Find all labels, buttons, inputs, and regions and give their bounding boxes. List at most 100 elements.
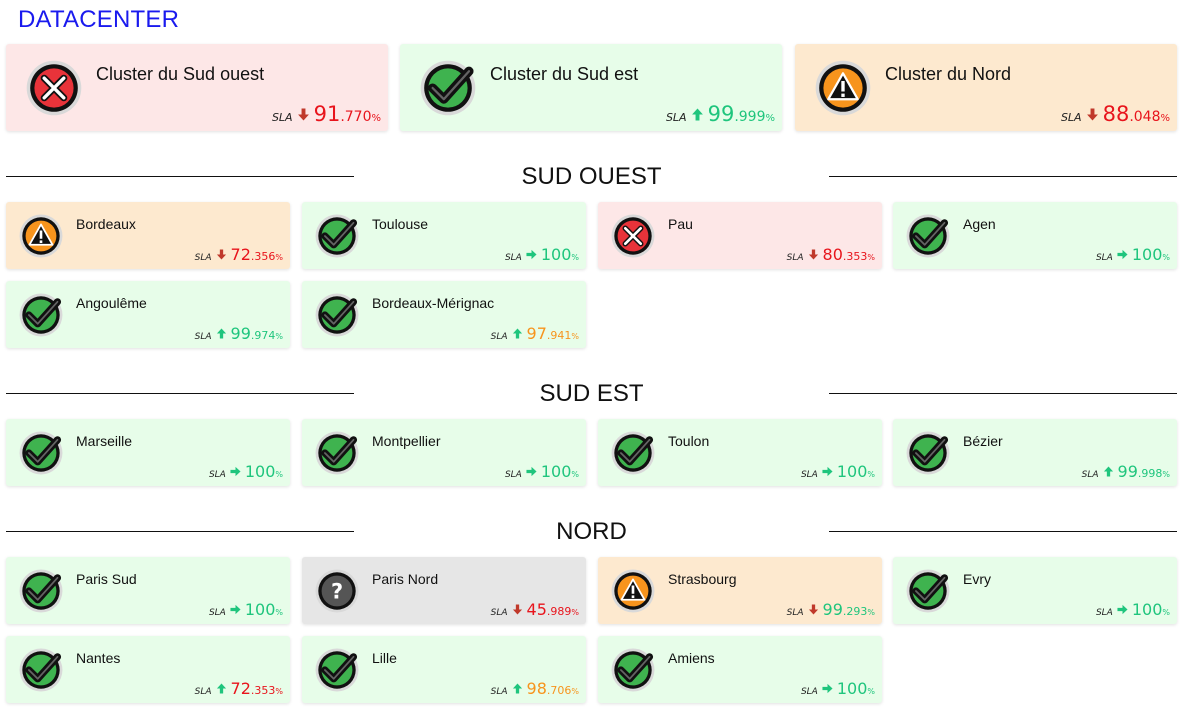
sla-unit: % [275, 608, 283, 617]
sla-unit: % [765, 113, 775, 124]
arrow-down-icon [297, 106, 310, 125]
arrow-down-icon [808, 245, 819, 264]
sla-decimals: .941 [546, 329, 572, 342]
sla-readout: SLA 99.293% [787, 600, 875, 619]
sla-label: SLA [504, 253, 522, 263]
sla-readout: SLA 72.353% [195, 679, 283, 698]
page-title: DATACENTER [18, 6, 180, 33]
sla-readout: SLA 99.974% [195, 324, 283, 343]
sla-value: 99 [1117, 462, 1138, 481]
sla-value: 91 [313, 102, 341, 126]
sla-unit: % [371, 113, 381, 124]
site-name: Evry [963, 571, 991, 587]
arrow-up-icon [512, 324, 523, 343]
sla-readout: SLA 99.998% [1082, 462, 1170, 481]
error-x-icon [611, 214, 655, 258]
site-card[interactable]: Nantes SLA 72.353% [6, 636, 290, 703]
sla-unit: % [275, 332, 283, 341]
arrow-down-icon [216, 245, 227, 264]
site-name: Bézier [963, 433, 1003, 449]
check-icon [19, 293, 63, 337]
site-name: Cluster du Sud est [490, 64, 639, 84]
sla-value: 98 [526, 679, 547, 698]
arrow-down-icon [512, 600, 523, 619]
check-icon [420, 60, 476, 116]
site-card[interactable]: Lille SLA 98.706% [302, 636, 586, 703]
sla-label: SLA [208, 608, 226, 618]
section-divider-right [829, 531, 1177, 532]
sla-unit: % [275, 470, 283, 479]
arrow-up-icon [691, 106, 704, 125]
sla-unit: % [275, 687, 283, 696]
sla-label: SLA [194, 332, 212, 342]
section-title: SUD EST [539, 380, 644, 407]
site-name: Toulon [668, 433, 710, 449]
site-card[interactable]: Angoulême SLA 99.974% [6, 281, 290, 348]
sla-value: 100 [244, 600, 276, 619]
arrow-right-icon [526, 245, 537, 264]
cluster-card[interactable]: Cluster du Nord SLA 88.048% [795, 44, 1177, 131]
arrow-right-icon [526, 462, 537, 481]
sla-readout: SLA 99.999% [666, 102, 775, 126]
site-name: Bordeaux-Mérignac [372, 295, 495, 311]
sla-readout: SLA 100% [209, 462, 283, 481]
sla-unit: % [1160, 113, 1170, 124]
site-name: Angoulême [76, 295, 147, 311]
site-name: Amiens [668, 650, 715, 666]
site-card[interactable]: Bordeaux-Mérignac SLA 97.941% [302, 281, 586, 348]
sla-label: SLA [490, 608, 508, 618]
site-name: Cluster du Sud ouest [96, 64, 265, 84]
sla-decimals: .770 [340, 109, 372, 125]
site-card[interactable]: Toulouse SLA 100% [302, 202, 586, 269]
sla-unit: % [571, 470, 579, 479]
site-card[interactable]: Amiens SLA 100% [598, 636, 882, 703]
sla-decimals: .356 [250, 250, 276, 263]
check-icon [19, 431, 63, 475]
sla-value: 80 [822, 245, 843, 264]
site-card[interactable]: Evry SLA 100% [893, 557, 1177, 624]
site-card[interactable]: Pau SLA 80.353% [598, 202, 882, 269]
section-title: NORD [556, 518, 627, 545]
sla-label: SLA [490, 332, 508, 342]
sla-label: SLA [1081, 470, 1099, 480]
sla-value: 100 [244, 462, 276, 481]
site-name: Cluster du Nord [885, 64, 1012, 84]
cluster-card[interactable]: Cluster du Sud est SLA 99.999% [400, 44, 782, 131]
sla-readout: SLA 100% [801, 679, 875, 698]
sla-unit: % [867, 253, 875, 262]
arrow-right-icon [822, 462, 833, 481]
site-card[interactable]: ? Paris Nord SLA 45.989% [302, 557, 586, 624]
error-x-icon [26, 60, 82, 116]
sla-value: 99 [707, 102, 735, 126]
sla-readout: SLA 88.048% [1061, 102, 1170, 126]
site-name: Toulouse [372, 216, 429, 232]
sla-value: 100 [540, 462, 572, 481]
sla-label: SLA [786, 253, 804, 263]
site-card[interactable]: Montpellier SLA 100% [302, 419, 586, 486]
section-divider-left [6, 531, 354, 532]
check-icon [315, 648, 359, 692]
section-divider-left [6, 393, 354, 394]
sla-decimals: .974 [250, 329, 276, 342]
cluster-card[interactable]: Cluster du Sud ouest SLA 91.770% [6, 44, 388, 131]
site-card[interactable]: Toulon SLA 100% [598, 419, 882, 486]
sla-label: SLA [800, 470, 818, 480]
site-card[interactable]: Marseille SLA 100% [6, 419, 290, 486]
check-icon [611, 431, 655, 475]
section-title: SUD OUEST [521, 163, 662, 190]
sla-label: SLA [800, 687, 818, 697]
site-card[interactable]: Bézier SLA 99.998% [893, 419, 1177, 486]
check-icon [19, 569, 63, 613]
sla-unit: % [571, 687, 579, 696]
sla-label: SLA [1095, 253, 1113, 263]
site-card[interactable]: Strasbourg SLA 99.293% [598, 557, 882, 624]
sla-decimals: .293 [842, 605, 868, 618]
site-card[interactable]: Bordeaux SLA 72.356% [6, 202, 290, 269]
sla-readout: SLA 80.353% [787, 245, 875, 264]
site-card[interactable]: Agen SLA 100% [893, 202, 1177, 269]
site-card[interactable]: Paris Sud SLA 100% [6, 557, 290, 624]
sla-unit: % [867, 608, 875, 617]
arrow-up-icon [216, 679, 227, 698]
sla-label: SLA [1060, 111, 1082, 124]
site-name: Agen [963, 216, 996, 232]
